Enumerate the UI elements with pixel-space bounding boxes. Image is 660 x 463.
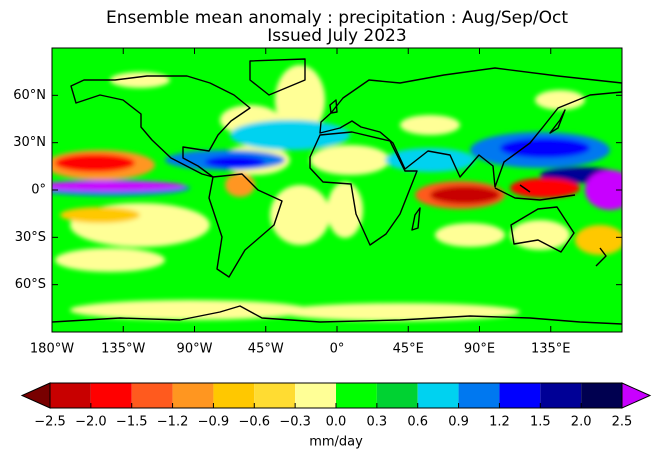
lon-tick-label: 90°E <box>464 342 495 357</box>
map-field <box>52 48 622 332</box>
colorbar-tick-label: 0.3 <box>367 415 388 430</box>
australia <box>510 206 575 253</box>
lon-tick-label: 45°E <box>393 342 424 357</box>
north-america <box>70 75 251 178</box>
africa <box>309 131 418 246</box>
colorbar-under <box>20 382 51 409</box>
lon-tick-label: 90°W <box>177 342 213 357</box>
colorbar-tick-label: 2.0 <box>571 415 592 430</box>
japan <box>549 109 566 134</box>
colorbar-tick-label: 1.5 <box>530 415 551 430</box>
new-zealand <box>595 247 607 267</box>
title-line: Ensemble mean anomaly : precipitation : … <box>106 8 568 28</box>
colorbar-tick-label: −0.3 <box>279 415 311 430</box>
colorbar-tick-label: −0.9 <box>198 415 230 430</box>
colorbar-tick-label: −2.5 <box>34 415 66 430</box>
lon-tick-label: 135°W <box>101 342 145 357</box>
lat-tick-label: 60°N <box>13 88 46 103</box>
colorbar-over <box>621 382 652 409</box>
colorbar-swatch <box>172 383 214 408</box>
colorbar-tick-label: 1.2 <box>489 415 510 430</box>
title-line: Issued July 2023 <box>267 26 406 46</box>
lon-tick-label: 0° <box>330 342 345 357</box>
colorbar-swatch <box>458 383 500 408</box>
lon-tick-label: 135°E <box>531 342 571 357</box>
colorbar-swatch <box>90 383 132 408</box>
colorbar-swatch <box>499 383 541 408</box>
lat-tick-label: 30°N <box>13 135 46 150</box>
colorbar-swatch <box>581 383 622 408</box>
colorbar-tick-label: 2.5 <box>612 415 633 430</box>
colorbar-tick-label: −0.6 <box>238 415 270 430</box>
lat-tick-label: 60°S <box>15 277 46 292</box>
colorbar-swatch <box>336 383 377 408</box>
colorbar-swatch <box>254 383 296 408</box>
colorbar-swatch <box>417 383 459 408</box>
colorbar-tick-label: −1.5 <box>116 415 148 430</box>
colorbar-swatch <box>376 383 418 408</box>
colorbar-tick-label: 0.9 <box>448 415 469 430</box>
lon-tick-label: 180°W <box>30 342 74 357</box>
uk <box>329 99 338 114</box>
eurasia <box>319 67 622 188</box>
colorbar-label: mm/day <box>309 435 363 450</box>
colorbar-swatch <box>213 383 255 408</box>
coastlines <box>52 58 622 325</box>
anomaly-patches <box>52 65 622 321</box>
colorbar-swatch <box>50 383 91 408</box>
colorbar-tick-label: −1.2 <box>157 415 189 430</box>
colorbar-tick-label: 0.0 <box>326 415 347 430</box>
lat-tick-label: 0° <box>31 183 46 198</box>
colorbar-tick-label: 0.6 <box>407 415 428 430</box>
madagascar <box>411 207 421 231</box>
greenland <box>249 58 306 96</box>
colorbar-swatch <box>540 383 582 408</box>
antarctica <box>52 305 622 325</box>
colorbar-swatch <box>295 383 336 408</box>
indonesia <box>494 184 576 201</box>
lat-tick-label: 30°S <box>15 230 46 245</box>
colorbar-swatch <box>131 383 173 408</box>
lon-tick-label: 45°W <box>248 342 284 357</box>
colorbar-tick-label: −2.0 <box>75 415 107 430</box>
south-america <box>208 173 283 278</box>
